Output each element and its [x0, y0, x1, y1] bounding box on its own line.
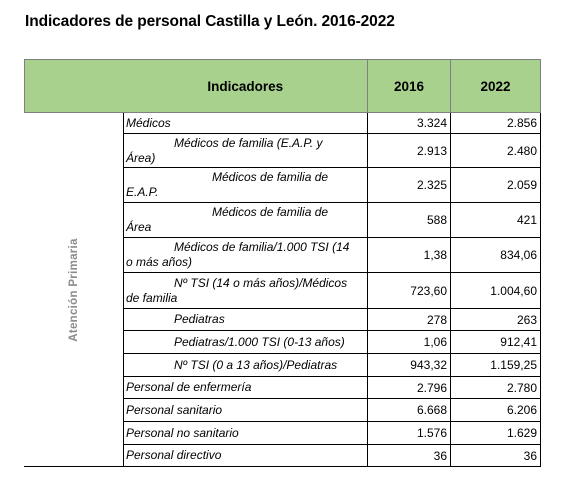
row-label-line1: Nº TSI (14 o más años)/Médicos: [174, 275, 348, 290]
indicators-table: Indicadores 2016 2022 Atención Primaria …: [24, 59, 541, 467]
table-row: Personal no sanitario 1.576 1.629: [25, 421, 541, 445]
cell-2016: 2.796: [367, 376, 451, 399]
table-row: Médicos de familia/1.000 TSI (14 o más a…: [25, 237, 541, 273]
cell-2022: 834,06: [450, 237, 541, 273]
table-row: Médicos de familia de Área 588 421: [25, 202, 541, 238]
row-label: Médicos de familia/1.000 TSI (14 o más a…: [123, 237, 368, 273]
row-label-line1: Médicos de familia/1.000 TSI (14: [174, 240, 350, 254]
cell-2016: 588: [367, 202, 451, 238]
table-row: Atención Primaria Médicos 3.324 2.856: [24, 112, 541, 467]
row-label-line2: E.A.P.: [126, 185, 159, 199]
row-label-line1: Médicos de familia de: [212, 205, 329, 219]
cell-2016: 943,32: [367, 353, 451, 377]
row-label-line1: Nº TSI (0 a 13 años)/Pediatras: [174, 357, 338, 372]
row-label: Personal de enfermería: [123, 376, 368, 399]
group-label: Atención Primaria: [68, 237, 80, 342]
cell-2022: 2.059: [450, 167, 541, 203]
row-label: Médicos: [123, 112, 368, 134]
row-label-line2: Área: [126, 220, 152, 234]
cell-2022: 2.480: [450, 133, 541, 168]
row-label: Nº TSI (14 o más años)/Médicos de famili…: [123, 272, 368, 309]
row-label: Personal no sanitario: [123, 421, 368, 445]
cell-2016: 1,38: [367, 237, 451, 273]
row-label: Médicos de familia de Área: [123, 202, 368, 238]
row-label-line1: Pediatras/1.000 TSI (0-13 años): [174, 334, 345, 349]
cell-2016: 6.668: [367, 398, 451, 422]
table-row: Nº TSI (0 a 13 años)/Pediatras 943,32 1.…: [25, 353, 541, 377]
cell-2022: 421: [450, 202, 541, 238]
cell-2022: 263: [450, 308, 541, 331]
row-label-line2: Área): [126, 150, 156, 165]
row-label: Pediatras: [123, 308, 368, 331]
cell-2016: 278: [367, 308, 451, 331]
row-label: Nº TSI (0 a 13 años)/Pediatras: [123, 353, 368, 377]
row-label-line2: de familia: [126, 290, 178, 305]
cell-2016: 2.913: [367, 133, 451, 168]
cell-2016: 3.324: [367, 112, 451, 134]
row-label: Pediatras/1.000 TSI (0-13 años): [123, 330, 368, 354]
row-label: Personal directivo: [123, 444, 368, 467]
table-row: Personal directivo 36 36: [25, 444, 541, 467]
cell-2016: 2.325: [367, 167, 451, 203]
header-2022: 2022: [450, 59, 541, 113]
row-label-line1: Médicos de familia (E.A.P. y: [174, 135, 323, 150]
row-label-line1: Médicos de familia de: [212, 170, 329, 184]
table-row: Médicos de familia (E.A.P. y Área) 2.913…: [25, 133, 541, 168]
table-row: Personal de enfermería 2.796 2.780: [25, 376, 541, 399]
table-row: Médicos de familia de E.A.P. 2.325 2.059: [25, 167, 541, 203]
cell-2016: 1,06: [367, 330, 451, 354]
cell-2022: 2.856: [450, 112, 541, 134]
cell-2022: 912,41: [450, 330, 541, 354]
header-indicadores: Indicadores: [123, 59, 368, 113]
cell-2022: 1.159,25: [450, 353, 541, 377]
page-title: Indicadores de personal Castilla y León.…: [25, 13, 395, 30]
table-row: Nº TSI (14 o más años)/Médicos de famili…: [25, 272, 541, 309]
group-cell: Atención Primaria: [24, 112, 124, 467]
row-label-line2: o más años): [126, 255, 193, 269]
cell-2022: 1.629: [450, 421, 541, 445]
cell-2016: 723,60: [367, 272, 451, 309]
row-label-line1: Médicos: [126, 115, 171, 130]
header-spacer: [24, 59, 124, 113]
row-label: Personal sanitario: [123, 398, 368, 422]
cell-2022: 6.206: [450, 398, 541, 422]
cell-2016: 1.576: [367, 421, 451, 445]
row-label-line1: Pediatras: [174, 312, 225, 326]
table-header-row: Indicadores 2016 2022: [24, 59, 541, 113]
row-label: Médicos de familia de E.A.P.: [123, 167, 368, 203]
header-2016: 2016: [367, 59, 451, 113]
row-label: Médicos de familia (E.A.P. y Área): [123, 133, 368, 168]
cell-2016: 36: [367, 444, 451, 467]
cell-2022: 36: [450, 444, 541, 467]
cell-2022: 2.780: [450, 376, 541, 399]
cell-2022: 1.004,60: [450, 272, 541, 309]
